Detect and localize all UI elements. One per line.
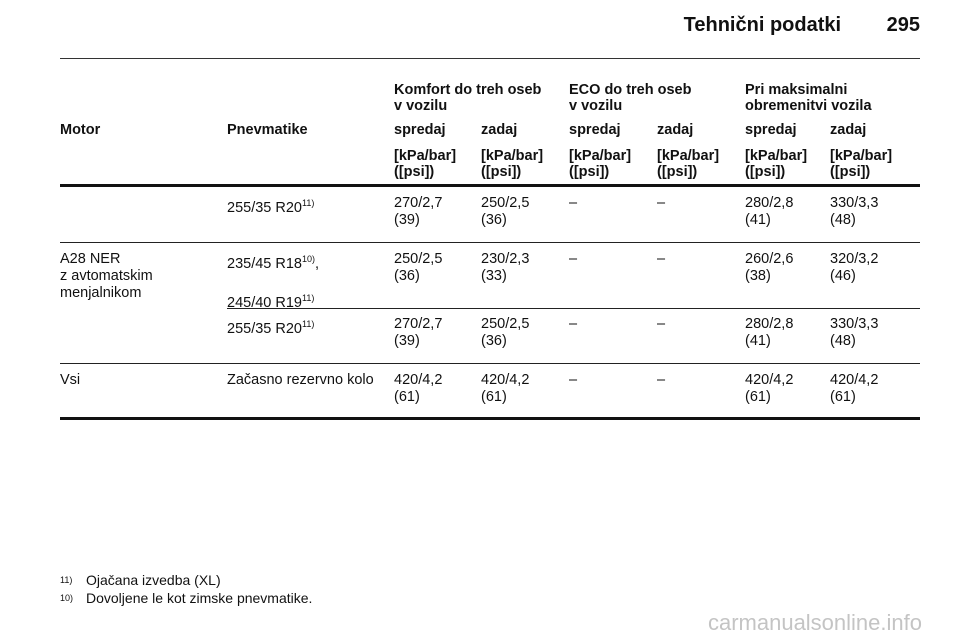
tire-size: 255/35 R2011) bbox=[227, 198, 315, 216]
pressure-cell: 420/4,2 (61) bbox=[481, 372, 530, 405]
pressure-cell: 280/2,8 (41) bbox=[745, 316, 794, 349]
unit-label: [kPa/bar] ([psi]) bbox=[657, 148, 720, 180]
motor-name: A28 NER z avtomatskim menjalnikom bbox=[60, 251, 153, 301]
column-header-eco-rear: zadaj bbox=[657, 122, 694, 138]
unit-label: [kPa/bar] ([psi]) bbox=[481, 148, 544, 180]
pressure-cell: – bbox=[657, 195, 666, 211]
table-row: 255/35 R2011) 270/2,7 (39) 250/2,5 (36) – … bbox=[60, 184, 920, 242]
pressure-cell: 330/3,3 (48) bbox=[830, 195, 879, 228]
group-header-max-load: Pri maksimalni obremenitvi vozila bbox=[745, 82, 872, 114]
unit-label: [kPa/bar] ([psi]) bbox=[745, 148, 808, 180]
pressure-cell: 280/2,8 (41) bbox=[745, 195, 794, 228]
pressure-cell: 250/2,5 (36) bbox=[481, 316, 530, 349]
pressure-cell: 420/4,2 (61) bbox=[394, 372, 443, 405]
pressure-cell: – bbox=[657, 316, 666, 332]
pressure-cell: 420/4,2 (61) bbox=[830, 372, 879, 405]
pressure-cell: – bbox=[569, 372, 578, 388]
watermark: carmanualsonline.info bbox=[707, 610, 922, 635]
tire-size: 255/35 R2011) bbox=[227, 319, 315, 337]
motor-name: Vsi bbox=[60, 372, 81, 388]
column-header-tires: Pnevmatike bbox=[227, 122, 308, 138]
pressure-cell: 250/2,5 (36) bbox=[394, 251, 443, 284]
column-header-eco-front: spredaj bbox=[569, 122, 621, 138]
pressure-cell: 270/2,7 (39) bbox=[394, 316, 443, 349]
page-number: 295 bbox=[886, 14, 920, 36]
unit-label: [kPa/bar] ([psi]) bbox=[569, 148, 632, 180]
page-header: Tehnični podatki 295 bbox=[684, 14, 920, 37]
pressure-cell: 250/2,5 (36) bbox=[481, 195, 530, 228]
group-header-comfort: Komfort do treh oseb v vozilu bbox=[394, 82, 542, 114]
pressure-cell: – bbox=[657, 372, 666, 388]
row-divider bbox=[227, 308, 920, 309]
pressure-cell: 230/2,3 (33) bbox=[481, 251, 530, 284]
column-header-max-front: spredaj bbox=[745, 122, 797, 138]
table-row: A28 NER z avtomatskim menjalnikom 235/45 R… bbox=[60, 242, 920, 311]
pressure-cell: – bbox=[569, 195, 578, 211]
column-header-comfort-front: spredaj bbox=[394, 122, 446, 138]
header-rule bbox=[60, 58, 920, 59]
tire-size: 245/40 R1911) bbox=[227, 293, 315, 311]
column-header-motor: Motor bbox=[60, 122, 101, 138]
page-title: Tehnični podatki bbox=[683, 14, 842, 36]
pressure-cell: 260/2,6 (38) bbox=[745, 251, 794, 284]
column-header-max-rear: zadaj bbox=[830, 122, 867, 138]
unit-label: [kPa/bar] ([psi]) bbox=[830, 148, 893, 180]
pressure-cell: 420/4,2 (61) bbox=[745, 372, 794, 405]
pressure-cell: – bbox=[569, 316, 578, 332]
table-row: 255/35 R2011) 270/2,7 (39) 250/2,5 (36) – … bbox=[60, 308, 920, 363]
pressure-cell: 320/3,2 (46) bbox=[830, 251, 879, 284]
column-header-comfort-rear: zadaj bbox=[481, 122, 518, 138]
tire-size: 235/45 R1810), bbox=[227, 254, 320, 272]
group-header-eco: ECO do treh oseb v vozilu bbox=[569, 82, 692, 114]
tire-pressure-table: Komfort do treh oseb v vozilu ECO do tre… bbox=[60, 82, 920, 420]
pressure-cell: – bbox=[569, 251, 578, 267]
footnote: 10) Dovoljene le kot zimske pnevmatike. bbox=[60, 590, 313, 606]
tire-size: Začasno rezervno kolo bbox=[227, 372, 374, 388]
pressure-cell: – bbox=[657, 251, 666, 267]
footnote: 11) Ojačana izvedba (XL) bbox=[60, 572, 221, 588]
pressure-cell: 270/2,7 (39) bbox=[394, 195, 443, 228]
table-row: Vsi Začasno rezervno kolo 420/4,2 (61) 42… bbox=[60, 363, 920, 420]
unit-label: [kPa/bar] ([psi]) bbox=[394, 148, 457, 180]
pressure-cell: 330/3,3 (48) bbox=[830, 316, 879, 349]
table-header: Komfort do treh oseb v vozilu ECO do tre… bbox=[60, 82, 920, 184]
